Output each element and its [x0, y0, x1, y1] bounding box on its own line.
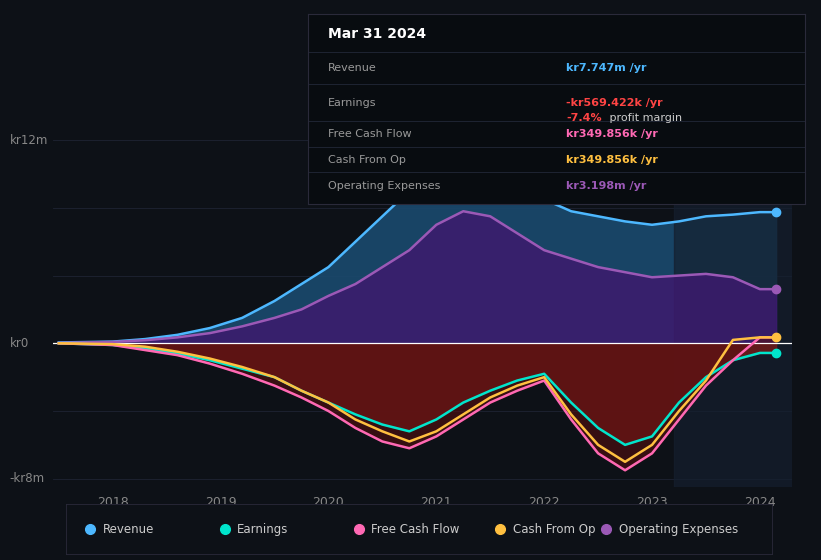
Text: Earnings: Earnings — [328, 97, 376, 108]
Text: Revenue: Revenue — [103, 522, 154, 536]
Text: kr7.747m /yr: kr7.747m /yr — [566, 63, 647, 73]
Text: Cash From Op: Cash From Op — [512, 522, 595, 536]
Text: Free Cash Flow: Free Cash Flow — [371, 522, 460, 536]
Text: Operating Expenses: Operating Expenses — [618, 522, 738, 536]
Text: -kr569.422k /yr: -kr569.422k /yr — [566, 97, 663, 108]
Text: -kr8m: -kr8m — [10, 472, 45, 485]
Text: -7.4%: -7.4% — [566, 113, 602, 123]
Text: kr12m: kr12m — [10, 134, 48, 147]
Text: Earnings: Earnings — [237, 522, 289, 536]
Text: Revenue: Revenue — [328, 63, 377, 73]
Text: Cash From Op: Cash From Op — [328, 155, 406, 165]
Text: kr0: kr0 — [10, 337, 29, 350]
Text: kr349.856k /yr: kr349.856k /yr — [566, 155, 658, 165]
Text: profit margin: profit margin — [606, 113, 682, 123]
Text: Operating Expenses: Operating Expenses — [328, 181, 440, 192]
Bar — [673, 123, 792, 487]
Text: Mar 31 2024: Mar 31 2024 — [328, 27, 426, 41]
Text: kr3.198m /yr: kr3.198m /yr — [566, 181, 646, 192]
Text: Free Cash Flow: Free Cash Flow — [328, 129, 411, 139]
Text: kr349.856k /yr: kr349.856k /yr — [566, 129, 658, 139]
